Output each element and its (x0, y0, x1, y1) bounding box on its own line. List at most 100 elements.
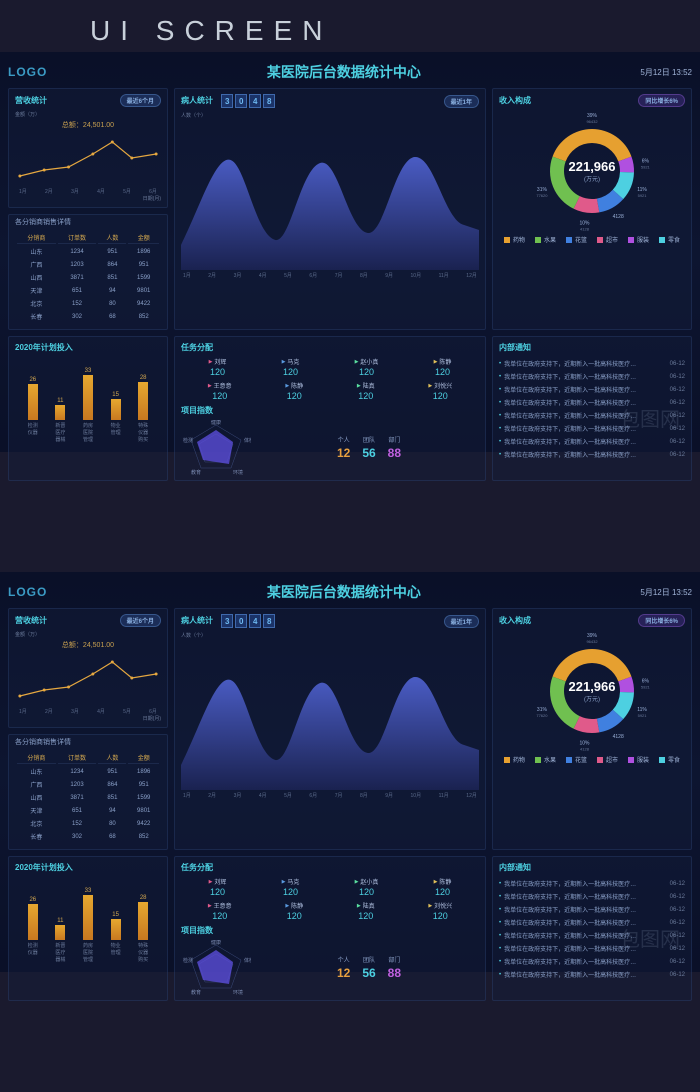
task-item: ▶刘悦兴120 (428, 381, 452, 401)
notice-item[interactable]: 我单位在政府支持下，近期新入一批高科技医疗…06-12 (499, 955, 685, 968)
bar-chart: 26检测仪器11新晋医疗器械33药房医院管理15物业管理28特殊仪器购买 (15, 357, 161, 432)
notice-item[interactable]: 我单位在政府支持下，近期新入一批高科技医疗…06-12 (499, 448, 685, 461)
notice-item[interactable]: 我单位在政府支持下，近期新入一批高科技医疗…06-12 (499, 370, 685, 383)
task-item: ▶陈静120 (285, 901, 303, 921)
patient-title: 病人统计 (181, 96, 213, 105)
bar-item: 26检测仪器 (26, 897, 40, 952)
task-item: ▶赵小真120 (355, 877, 379, 897)
patient-digits: 30 48 (221, 614, 275, 628)
kpi-item: 团队56 (362, 435, 375, 460)
patient-y-label: 人数（个） (181, 112, 479, 119)
revenue-badge[interactable]: 最近6个月 (120, 94, 161, 107)
revenue-panel: 营收统计 最近6个月 金额（万） 总额：24,501.00 1月2月 3月4月 (8, 608, 168, 728)
distributor-table-panel: 各分销商销售详情 分销商订单数 人数金额 山东12349511896广西1203… (8, 214, 168, 330)
kpi-item: 部门88 (388, 435, 401, 460)
svg-text:体检: 体检 (244, 437, 251, 444)
svg-text:5921: 5921 (638, 713, 648, 718)
patient-badge[interactable]: 最近1年 (444, 95, 479, 108)
patient-x-labels: 1月2月3月4月5月6月7月8月9月10月11月12月 (181, 272, 479, 279)
page-title: 某医院后台数据统计中心 (47, 582, 640, 602)
table-row: 天津651949801 (17, 805, 159, 816)
donut-legend: 药物水果花篮超市服装零食 (499, 235, 685, 244)
page-title: 某医院后台数据统计中心 (47, 62, 640, 82)
task-item: ▶王意意120 (208, 901, 232, 921)
notice-panel: 内部通知 我单位在政府支持下，近期新入一批高科技医疗…06-12我单位在政府支持… (492, 336, 692, 481)
table-row: 北京152809422 (17, 298, 159, 309)
notice-item[interactable]: 我单位在政府支持下，近期新入一批高科技医疗…06-12 (499, 435, 685, 448)
donut-center-value: 221,966 (569, 159, 616, 174)
task-item: ▶陈静120 (434, 357, 452, 377)
legend-item: 花篮 (566, 235, 587, 244)
svg-text:4128: 4128 (580, 226, 590, 231)
legend-item: 超市 (597, 235, 618, 244)
table-row: 天津651949801 (17, 285, 159, 296)
svg-text:77620: 77620 (536, 193, 548, 198)
legend-item: 零食 (659, 235, 680, 244)
distributor-table: 分销商订单数 人数金额 山东12349511896广西1203864951山西3… (15, 230, 161, 324)
svg-text:4128: 4128 (580, 746, 590, 751)
notice-item[interactable]: 我单位在政府支持下，近期新入一批高科技医疗…06-12 (499, 877, 685, 890)
notice-item[interactable]: 我单位在政府支持下，近期新入一批高科技医疗…06-12 (499, 942, 685, 955)
patient-badge[interactable]: 最近1年 (444, 615, 479, 628)
task-item: ▶刘辉120 (209, 877, 227, 897)
bar-item: 28特殊仪器购买 (136, 375, 150, 433)
task-row: ▶刘辉120▶马克120▶赵小真120▶陈静120 (181, 357, 479, 377)
logo: LOGO (8, 65, 47, 79)
datetime: 5月12日 13:52 (640, 67, 692, 78)
dashboard-2: LOGO 某医院后台数据统计中心 5月12日 13:52 营收统计 最近6个月 … (0, 572, 700, 972)
notice-item[interactable]: 我单位在政府支持下，近期新入一批高科技医疗…06-12 (499, 422, 685, 435)
task-item: ▶赵小真120 (355, 357, 379, 377)
task-item: ▶刘悦兴120 (428, 901, 452, 921)
revenue-panel: 营收统计 最近6个月 金额（万） 总额：24,501.00 1月2月 3月4月 (8, 88, 168, 208)
table-row: 长春30268852 (17, 831, 159, 842)
bar-item: 28特殊仪器购买 (136, 895, 150, 953)
notice-item[interactable]: 我单位在政府支持下，近期新入一批高科技医疗…06-12 (499, 929, 685, 942)
table-header-row: 分销商订单数 人数金额 (17, 232, 159, 244)
legend-item: 零食 (659, 755, 680, 764)
header: LOGO 某医院后台数据统计中心 5月12日 13:52 (8, 60, 692, 84)
logo: LOGO (8, 585, 47, 599)
revenue-badge[interactable]: 最近6个月 (120, 614, 161, 627)
table-row: 山东12349511896 (17, 246, 159, 257)
notice-item[interactable]: 我单位在政府支持下，近期新入一批高科技医疗…06-12 (499, 903, 685, 916)
notice-item[interactable]: 我单位在政府支持下，近期新入一批高科技医疗…06-12 (499, 383, 685, 396)
notice-item[interactable]: 我单位在政府支持下，近期新入一批高科技医疗…06-12 (499, 357, 685, 370)
bar-item: 15物业管理 (109, 392, 123, 432)
notice-item[interactable]: 我单位在政府支持下，近期新入一批高科技医疗…06-12 (499, 916, 685, 929)
svg-text:环境: 环境 (233, 469, 243, 475)
revenue-total: 总额：24,501.00 (15, 120, 161, 130)
header: LOGO 某医院后台数据统计中心 5月12日 13:52 (8, 580, 692, 604)
revenue-title: 营收统计 (15, 95, 47, 106)
svg-text:环境: 环境 (233, 989, 243, 995)
notice-item[interactable]: 我单位在政府支持下，近期新入一批高科技医疗…06-12 (499, 968, 685, 981)
revenue-line-chart (15, 654, 161, 704)
notice-item[interactable]: 我单位在政府支持下，近期新入一批高科技医疗…06-12 (499, 890, 685, 903)
revenue-x-ticks: 1月2月 3月4月 5月6月 (15, 188, 161, 195)
bar-item: 26检测仪器 (26, 377, 40, 432)
bar-title: 2020年计划投入 (15, 342, 73, 353)
notice-item[interactable]: 我单位在政府支持下，近期新入一批高科技医疗…06-12 (499, 409, 685, 422)
svg-text:96432: 96432 (586, 119, 598, 124)
bar-item: 11新晋医疗器械 (53, 398, 67, 432)
radar-chart: 健康 体检 环境 教育 检测 (181, 940, 251, 995)
notice-panel: 内部通知 我单位在政府支持下，近期新入一批高科技医疗…06-12我单位在政府支持… (492, 856, 692, 1001)
table-row: 山西38718511599 (17, 272, 159, 283)
svg-text:健康: 健康 (211, 940, 221, 946)
donut-title: 收入构成 (499, 95, 531, 106)
svg-text:4128: 4128 (613, 734, 624, 740)
patient-digits: 3 0 4 8 (221, 94, 275, 108)
notice-item[interactable]: 我单位在政府支持下，近期新入一批高科技医疗…06-12 (499, 396, 685, 409)
donut-chart: 39%964326%592111%5921412810%412831%77620… (499, 111, 685, 231)
task-panel: 任务分配 ▶刘辉120▶马克120▶赵小真120▶陈静120 ▶王意意120▶陈… (174, 856, 486, 1001)
svg-text:96432: 96432 (586, 639, 598, 644)
svg-text:检测: 检测 (183, 437, 193, 444)
table-row: 广西1203864951 (17, 779, 159, 790)
dashboard-1: LOGO 某医院后台数据统计中心 5月12日 13:52 营收统计 最近6个月 … (0, 52, 700, 452)
task-panel: 任务分配 ▶刘辉120▶马克120▶赵小真120▶陈静120 ▶王意意120▶陈… (174, 336, 486, 481)
kpi-item: 个人12 (337, 435, 350, 460)
project-title: 项目指数 (181, 405, 213, 416)
notice-list: 我单位在政府支持下，近期新入一批高科技医疗…06-12我单位在政府支持下，近期新… (499, 357, 685, 461)
notice-title: 内部通知 (499, 342, 531, 353)
svg-text:检测: 检测 (183, 957, 193, 964)
task-item: ▶陆真120 (357, 901, 375, 921)
